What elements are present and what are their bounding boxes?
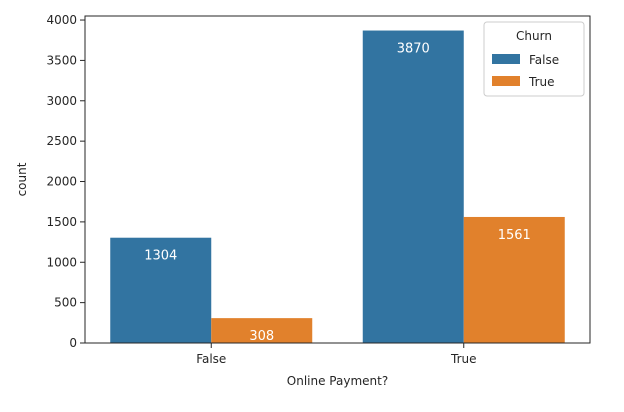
legend-entry-label: True <box>528 75 555 89</box>
legend-title: Churn <box>516 29 552 43</box>
y-axis-ticks: 0 500 1000 1500 2000 2500 3000 3500 4000 <box>46 13 85 350</box>
y-tick-label: 2500 <box>46 134 77 148</box>
legend-swatch <box>492 54 520 64</box>
y-tick-label: 3000 <box>46 94 77 108</box>
x-tick-label: False <box>196 352 226 366</box>
bar-value-label: 3870 <box>397 42 430 57</box>
y-tick-label: 1500 <box>46 215 77 229</box>
x-axis-ticks: False True <box>196 343 477 366</box>
y-axis-label: count <box>15 162 29 196</box>
bar-value-label: 1304 <box>144 249 177 264</box>
plot-frame <box>84 15 591 344</box>
y-tick-label: 3500 <box>46 53 77 67</box>
legend-entry-label: False <box>529 53 559 67</box>
bar-value-label: 308 <box>249 329 274 344</box>
bar-false-false <box>110 237 212 343</box>
bar-true-true <box>463 216 565 343</box>
x-axis-label: Online Payment? <box>287 374 388 388</box>
bar-false-true <box>362 30 464 344</box>
y-tick-label: 0 <box>69 336 77 350</box>
y-tick-label: 2000 <box>46 175 77 189</box>
legend-items: False True <box>492 53 559 89</box>
legend-swatch <box>492 76 520 86</box>
bar-value-label: 1561 <box>498 228 531 243</box>
bars <box>110 30 565 344</box>
bar-data-labels: 1304 308 3870 1561 <box>144 42 531 345</box>
y-tick-label: 500 <box>54 296 77 310</box>
legend: Churn False True <box>483 21 585 97</box>
bar-true-false <box>211 318 313 343</box>
y-tick-label: 4000 <box>46 13 77 27</box>
y-tick-label: 1000 <box>46 255 77 269</box>
x-tick-label: True <box>450 352 477 366</box>
